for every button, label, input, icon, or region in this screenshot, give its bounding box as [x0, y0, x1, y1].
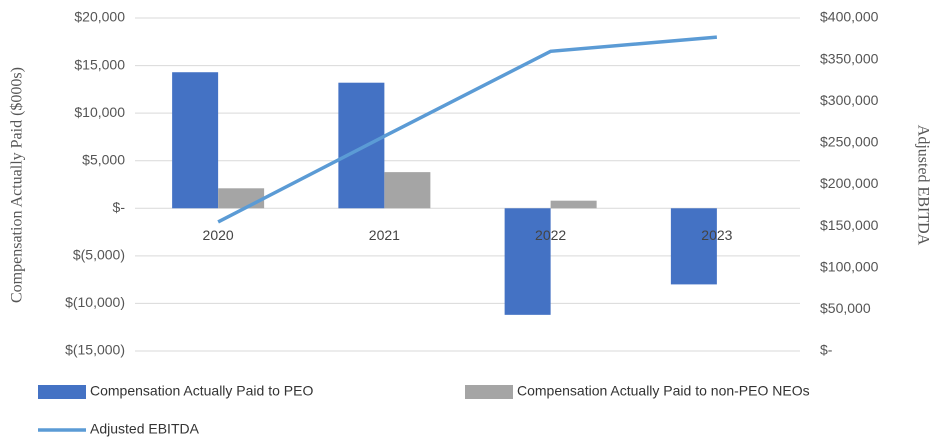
bar [670, 208, 717, 285]
y2-tick-label: $- [820, 342, 833, 358]
y2-tick-label: $400,000 [820, 9, 879, 25]
bar [218, 188, 265, 209]
y-tick-label: $(5,000) [73, 247, 125, 263]
legend-label: Adjusted EBITDA [90, 421, 200, 437]
bar [338, 82, 385, 209]
x-tick-label: 2023 [701, 227, 732, 243]
bar [384, 172, 431, 209]
y2-tick-label: $50,000 [820, 300, 871, 316]
y2-tick-label: $300,000 [820, 92, 879, 108]
y-tick-label: $10,000 [74, 104, 125, 120]
y-tick-label: $(10,000) [65, 294, 125, 310]
y2-tick-label: $150,000 [820, 217, 879, 233]
y-tick-label: $20,000 [74, 9, 125, 25]
y2-tick-label: $200,000 [820, 175, 879, 191]
line [217, 35, 718, 224]
x-tick-label: 2021 [369, 227, 400, 243]
x-tick-label: 2020 [203, 227, 234, 243]
y-tick-label: $5,000 [82, 151, 125, 167]
y2-tick-label: $250,000 [820, 134, 879, 150]
y-tick-label: $15,000 [74, 56, 125, 72]
legend-swatch [465, 385, 513, 399]
bar [504, 208, 551, 315]
y-axis-label: Compensation Actually Paid ($000s) [9, 67, 26, 303]
legend-label: Compensation Actually Paid to non-PEO NE… [517, 383, 810, 399]
y2-tick-label: $350,000 [820, 50, 879, 66]
y-tick-label: $- [113, 199, 126, 215]
y-tick-label: $(15,000) [65, 342, 125, 358]
x-tick-label: 2022 [535, 227, 566, 243]
bar [550, 200, 597, 209]
y2-axis-label: Adjusted EBITDA [914, 125, 931, 246]
bar [172, 72, 219, 209]
legend-swatch [38, 385, 86, 399]
legend-label: Compensation Actually Paid to PEO [90, 383, 313, 399]
y2-tick-label: $100,000 [820, 258, 879, 274]
